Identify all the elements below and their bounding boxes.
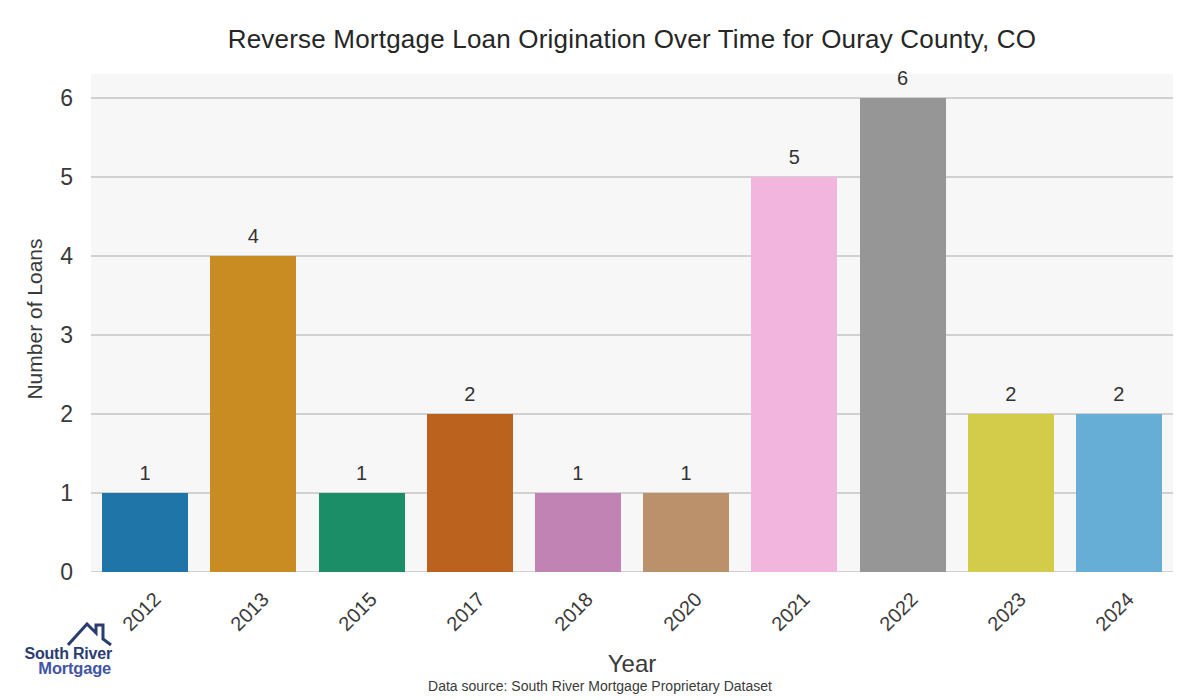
bar-2015	[319, 493, 405, 572]
x-tick-2021: 2021	[767, 588, 815, 636]
house-icon	[67, 622, 112, 646]
y-tick-2: 2	[0, 400, 73, 428]
bar-2020	[643, 493, 729, 572]
x-tick-2013: 2013	[226, 588, 274, 636]
y-tick-1: 1	[0, 479, 73, 507]
x-tick-2017: 2017	[442, 588, 490, 636]
x-tick-2024: 2024	[1091, 588, 1139, 636]
bar-2022	[860, 98, 946, 572]
y-tick-5: 5	[0, 163, 73, 191]
bar-2023	[968, 414, 1054, 572]
company-logo: South River Mortgage	[18, 622, 112, 676]
x-tick-2020: 2020	[659, 588, 707, 636]
x-tick-2012: 2012	[118, 588, 166, 636]
x-tick-2018: 2018	[550, 588, 598, 636]
x-tick-2022: 2022	[875, 588, 923, 636]
x-tick-2015: 2015	[334, 588, 382, 636]
plot-area	[91, 74, 1173, 572]
bar-2024	[1076, 414, 1162, 572]
bar-2021	[751, 177, 837, 572]
data-source-caption: Data source: South River Mortgage Propri…	[0, 678, 1200, 694]
y-axis-label: Number of Loans	[23, 238, 47, 399]
gridline-y6	[91, 97, 1173, 99]
bar-2017	[427, 414, 513, 572]
bar-2012	[102, 493, 188, 572]
chart-title: Reverse Mortgage Loan Origination Over T…	[91, 24, 1173, 55]
y-tick-0: 0	[0, 558, 73, 586]
bar-2013	[210, 256, 296, 572]
bar-2018	[535, 493, 621, 572]
logo-text-line2: Mortgage	[38, 661, 112, 676]
x-axis-label: Year	[91, 650, 1173, 678]
gridline-y5	[91, 176, 1173, 178]
y-tick-6: 6	[0, 84, 73, 112]
x-tick-2023: 2023	[983, 588, 1031, 636]
